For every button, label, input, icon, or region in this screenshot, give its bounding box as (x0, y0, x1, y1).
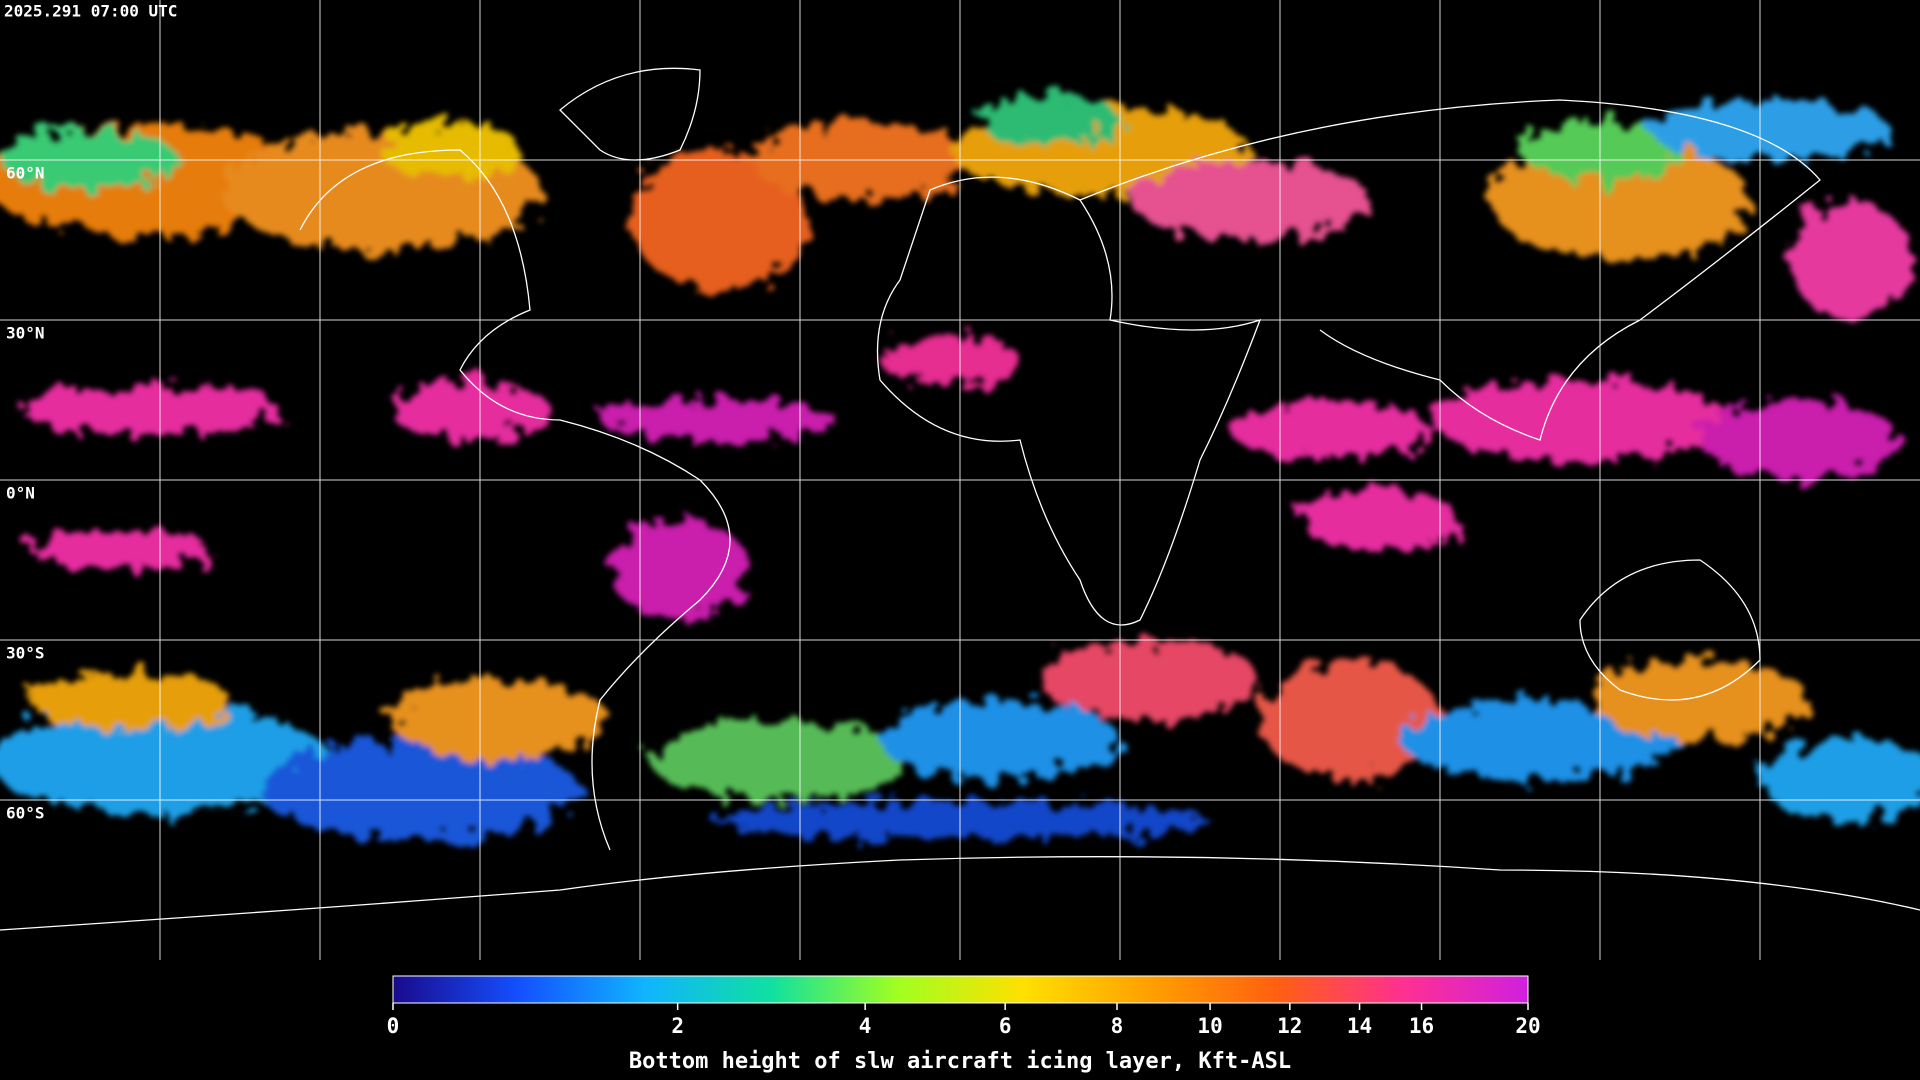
africa-europe-outline (876, 176, 1262, 626)
antarctica-outline (0, 856, 1920, 931)
graticule (0, 0, 1920, 960)
americas-outline (299, 149, 731, 851)
colorbar-tick-label: 8 (1111, 1014, 1124, 1038)
latitude-label: 60°N (6, 164, 45, 183)
coastlines (0, 67, 1920, 931)
colorbar-tick-label: 6 (999, 1014, 1012, 1038)
colorbar-tick-label: 10 (1197, 1014, 1222, 1038)
latitude-label: 0°N (6, 484, 35, 503)
asia-outline (1079, 99, 1821, 441)
colorbar-tick-label: 2 (671, 1014, 684, 1038)
latitude-label: 60°S (6, 804, 45, 823)
colorbar-tick-label: 4 (859, 1014, 872, 1038)
colorbar-tick-label: 12 (1277, 1014, 1302, 1038)
timestamp: 2025.291 07:00 UTC (4, 2, 177, 21)
colorbar-tick-label: 20 (1515, 1014, 1540, 1038)
colorbar-title: Bottom height of slw aircraft icing laye… (629, 1049, 1291, 1074)
colorbar-gradient (392, 975, 1529, 1004)
latitude-label: 30°S (6, 644, 45, 663)
colorbar: 0 2 4 6 8 10 12 14 16 20 (387, 975, 1541, 1038)
icing-field (0, 95, 1920, 840)
latitude-label: 30°N (6, 324, 45, 343)
colorbar-tick-label: 0 (387, 1014, 400, 1038)
colorbar-tick-label: 14 (1347, 1014, 1372, 1038)
colorbar-tick-label: 16 (1409, 1014, 1434, 1038)
